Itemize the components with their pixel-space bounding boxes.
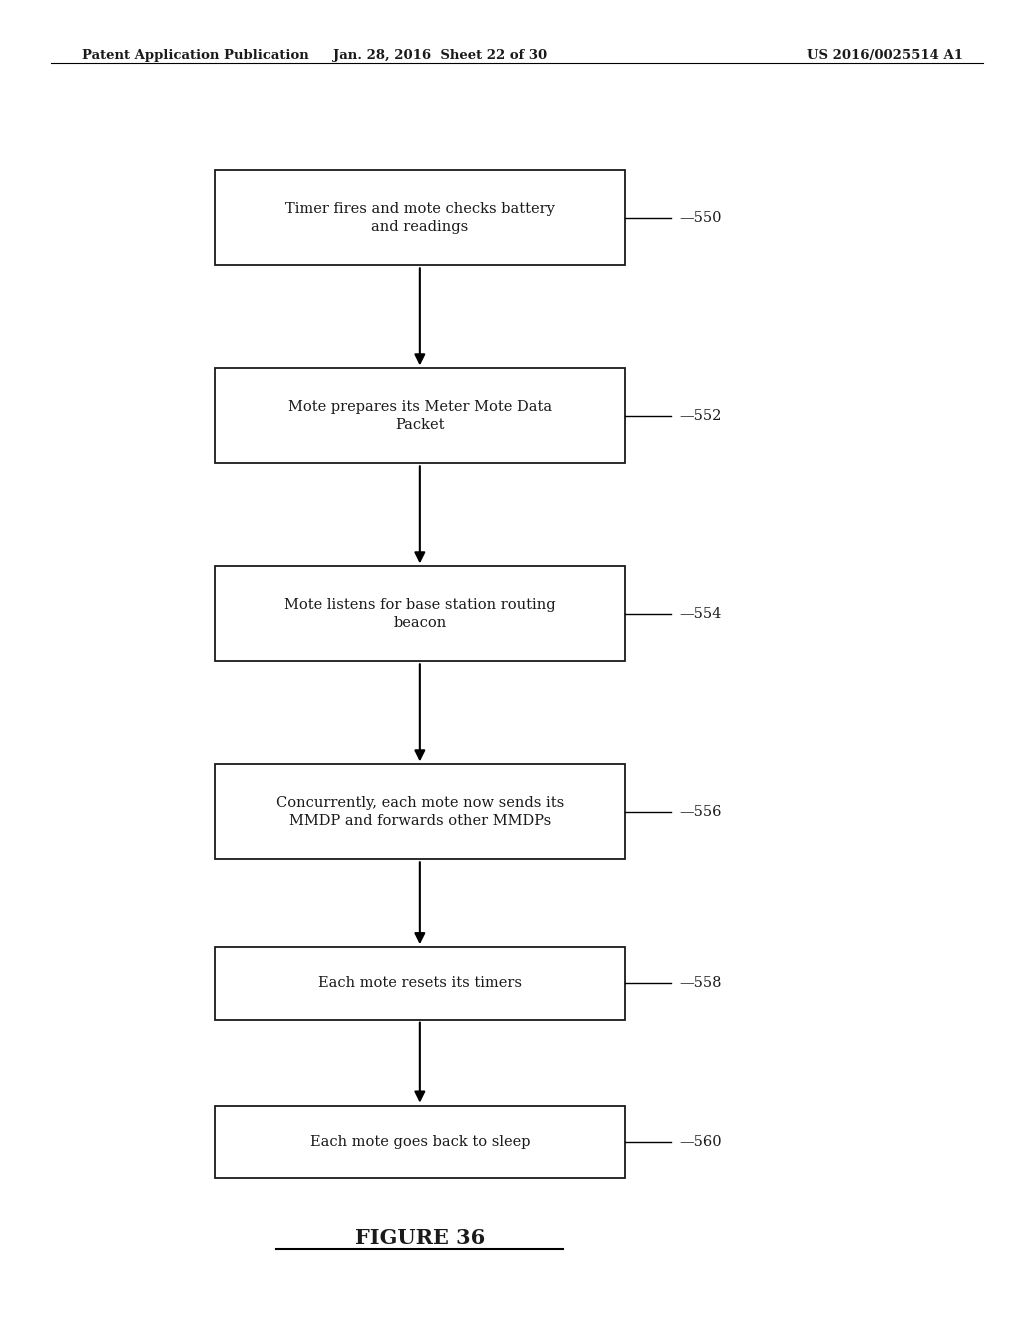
Text: FIGURE 36: FIGURE 36 — [354, 1228, 485, 1249]
Point — [665, 1134, 677, 1150]
Text: Each mote goes back to sleep: Each mote goes back to sleep — [309, 1135, 530, 1148]
Text: Each mote resets its timers: Each mote resets its timers — [317, 977, 522, 990]
Text: —550: —550 — [679, 211, 722, 224]
Text: Timer fires and mote checks battery
and readings: Timer fires and mote checks battery and … — [285, 202, 555, 234]
Point — [665, 210, 677, 226]
Point — [665, 408, 677, 424]
Text: Jan. 28, 2016  Sheet 22 of 30: Jan. 28, 2016 Sheet 22 of 30 — [333, 49, 548, 62]
Text: Mote listens for base station routing
beacon: Mote listens for base station routing be… — [284, 598, 556, 630]
Text: US 2016/0025514 A1: US 2016/0025514 A1 — [807, 49, 963, 62]
Point — [618, 606, 631, 622]
FancyBboxPatch shape — [215, 948, 625, 1019]
Point — [618, 408, 631, 424]
Text: Concurrently, each mote now sends its
MMDP and forwards other MMDPs: Concurrently, each mote now sends its MM… — [275, 796, 564, 828]
Text: —552: —552 — [679, 409, 721, 422]
Text: —560: —560 — [679, 1135, 722, 1148]
Text: Patent Application Publication: Patent Application Publication — [82, 49, 308, 62]
Text: —558: —558 — [679, 977, 722, 990]
FancyBboxPatch shape — [215, 368, 625, 463]
Point — [618, 210, 631, 226]
Point — [618, 975, 631, 991]
FancyBboxPatch shape — [215, 1106, 625, 1177]
Point — [665, 975, 677, 991]
Point — [665, 606, 677, 622]
Text: —554: —554 — [679, 607, 721, 620]
FancyBboxPatch shape — [215, 566, 625, 661]
Point — [618, 1134, 631, 1150]
Text: Mote prepares its Meter Mote Data
Packet: Mote prepares its Meter Mote Data Packet — [288, 400, 552, 432]
Point — [665, 804, 677, 820]
Point — [618, 804, 631, 820]
FancyBboxPatch shape — [215, 170, 625, 265]
Text: —556: —556 — [679, 805, 722, 818]
FancyBboxPatch shape — [215, 764, 625, 859]
